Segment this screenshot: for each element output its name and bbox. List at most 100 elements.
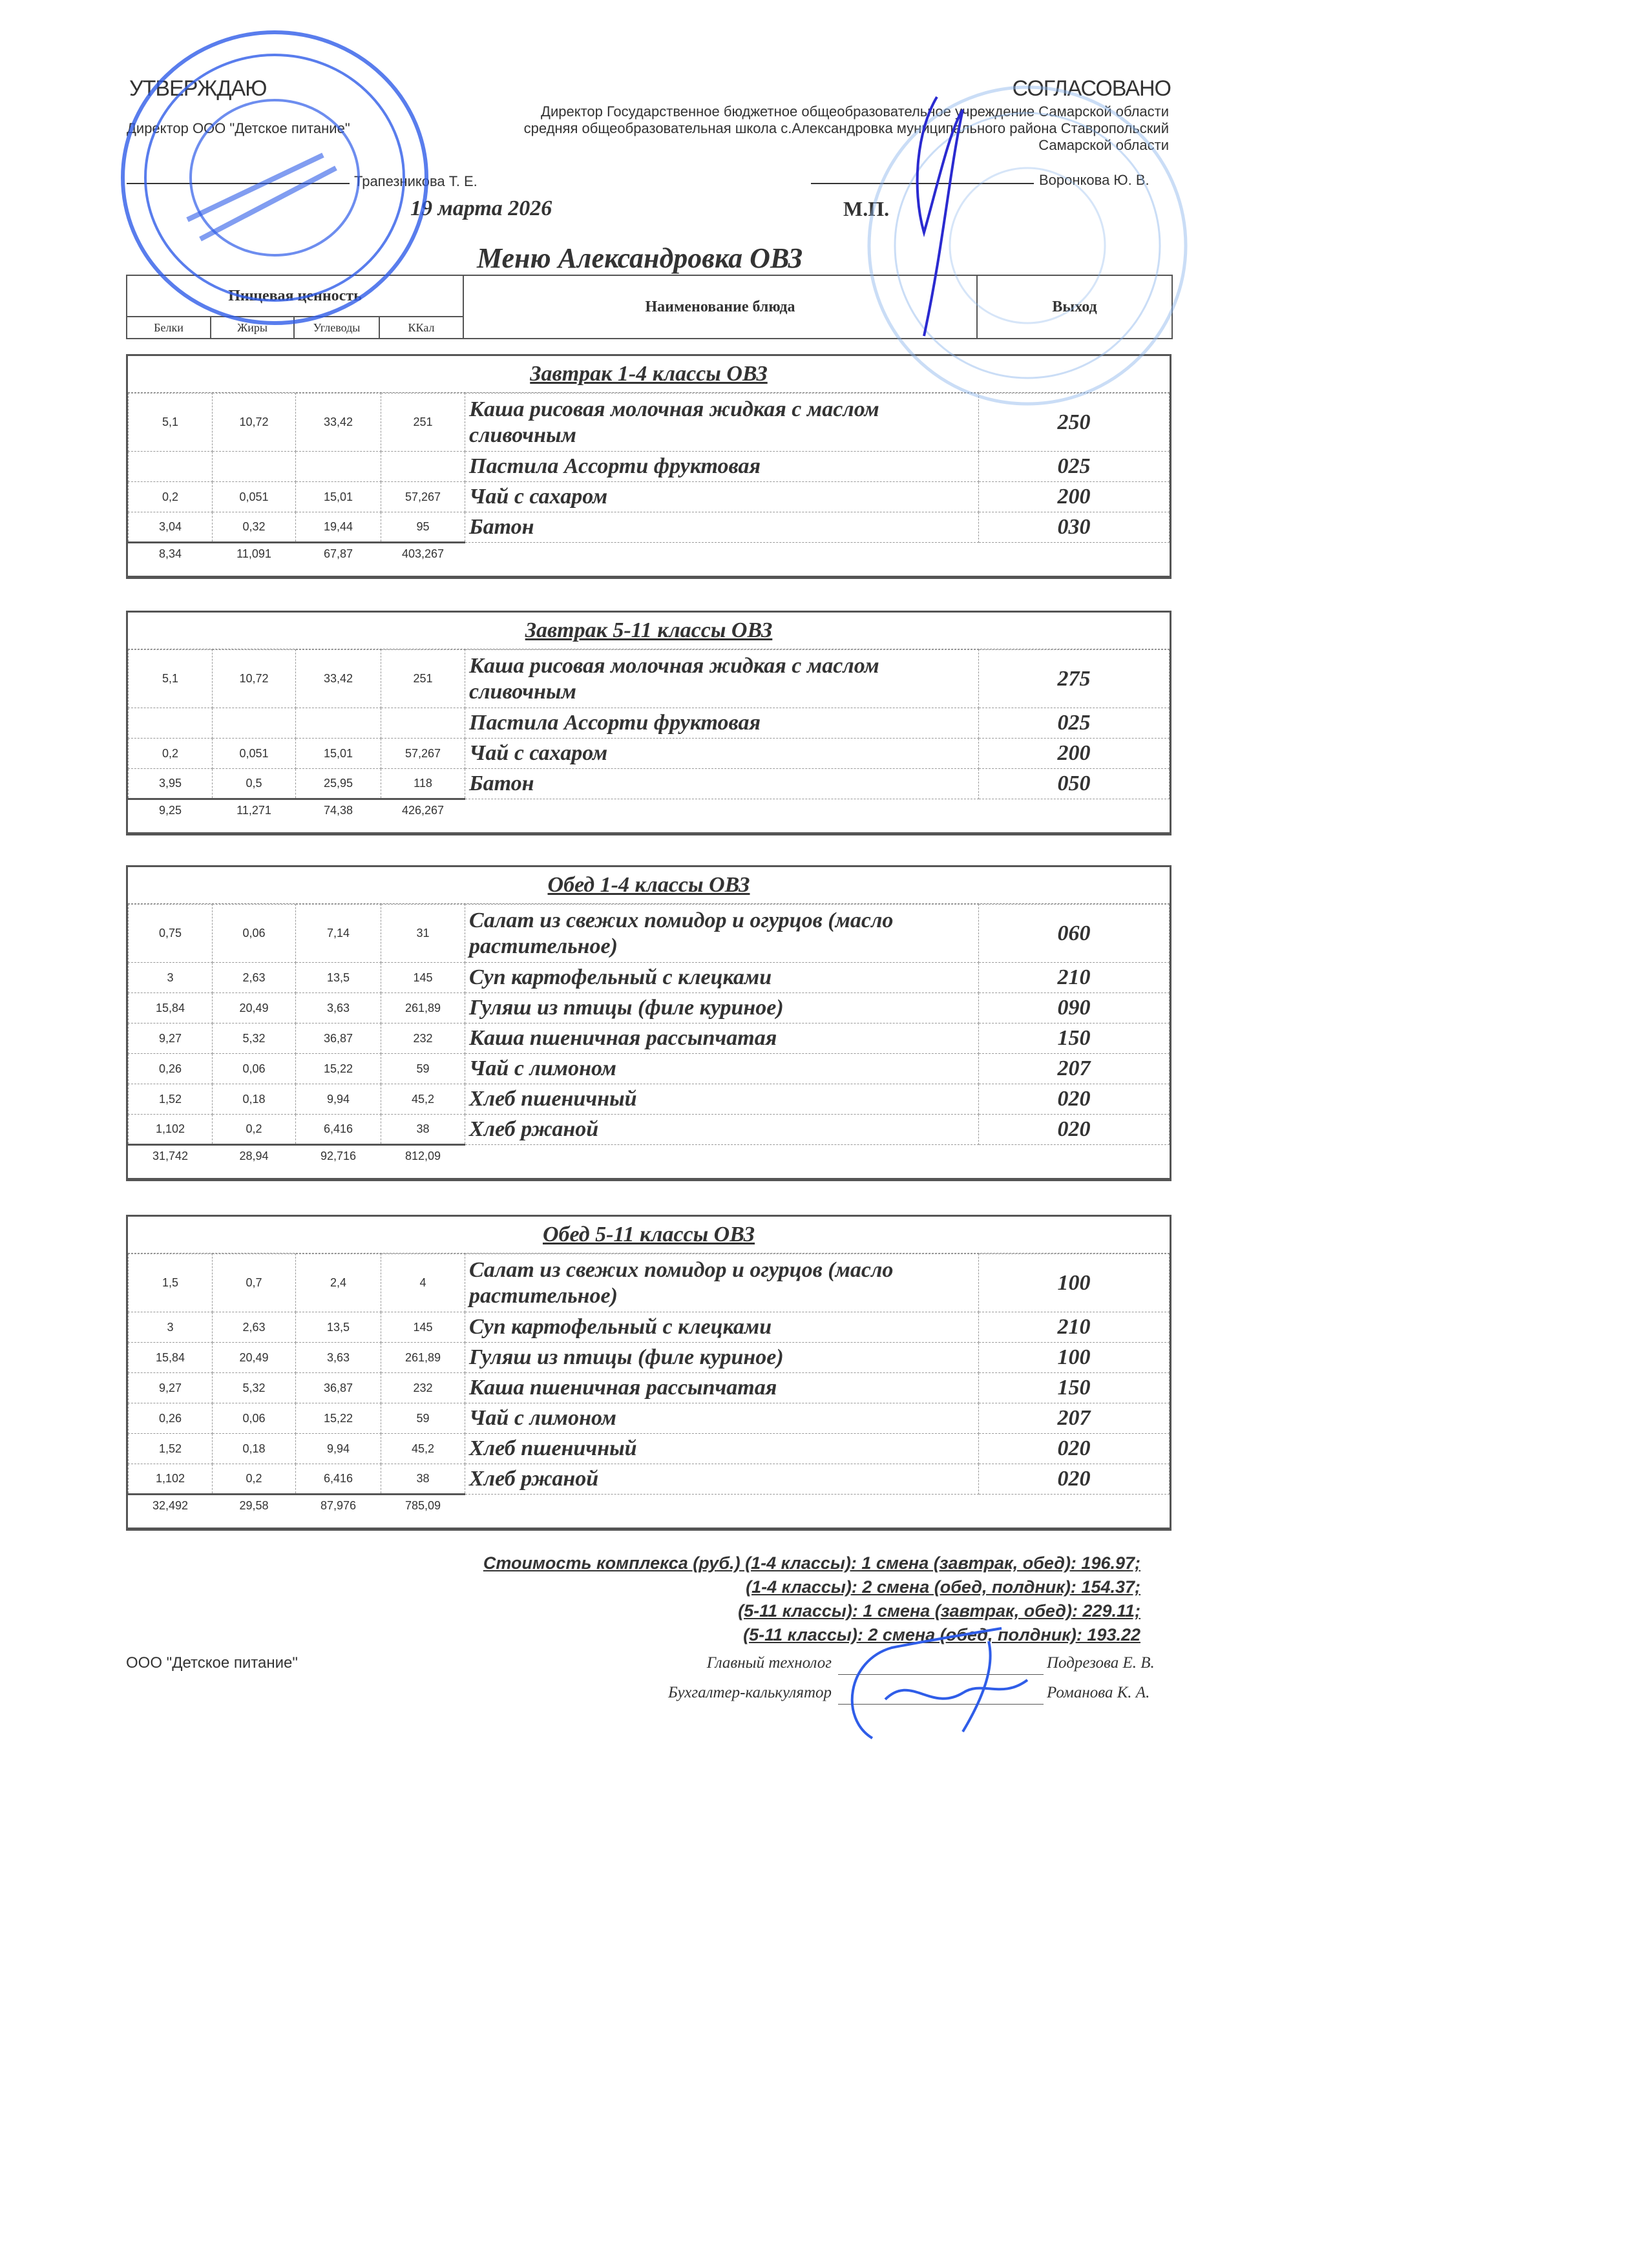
nutrient-b: 9,27 bbox=[128, 1372, 213, 1403]
total-f: 11,091 bbox=[212, 541, 296, 576]
nutrient-c: 9,94 bbox=[295, 1084, 381, 1115]
cost-line: Стоимость комплекса (руб.) (1-4 классы):… bbox=[483, 1553, 1140, 1573]
nutrient-k: 57,267 bbox=[381, 481, 465, 512]
nutrient-b: 0,26 bbox=[128, 1053, 213, 1084]
table-row: 3 2,63 13,5 145 Суп картофельный с клецками 2… bbox=[128, 1312, 1170, 1343]
dish-output: 200 bbox=[978, 481, 1170, 512]
kcal-header: ККал bbox=[379, 316, 464, 339]
nutrient-k: 261,89 bbox=[381, 1342, 465, 1373]
nutrient-c: 13,5 bbox=[295, 1312, 381, 1343]
total-b: 9,25 bbox=[128, 798, 213, 832]
dish-output: 200 bbox=[978, 738, 1170, 769]
nutrient-f: 0,2 bbox=[212, 1114, 296, 1145]
dish-output: 207 bbox=[978, 1053, 1170, 1084]
section-title: Обед 1-4 классы ОВЗ bbox=[128, 867, 1170, 904]
nutrient-f: 20,49 bbox=[212, 992, 296, 1024]
total-row: 32,492 29,58 87,976 785,09 bbox=[128, 1493, 1170, 1528]
table-row: 0,75 0,06 7,14 31 Салат из свежих помидор и … bbox=[128, 904, 1170, 963]
dish-output: 050 bbox=[978, 768, 1170, 799]
dish-name: Суп картофельный с клецками bbox=[465, 962, 979, 993]
dish-output: 025 bbox=[978, 451, 1170, 482]
nutrient-f: 20,49 bbox=[212, 1342, 296, 1373]
nutrient-f: 0,32 bbox=[212, 512, 296, 543]
approve-date: 19 марта 2026 bbox=[410, 196, 552, 220]
dish-name: Каша рисовая молочная жидкая с маслом сл… bbox=[465, 649, 979, 708]
total-b: 31,742 bbox=[128, 1144, 213, 1178]
nutrient-b bbox=[128, 451, 213, 482]
dish-name: Салат из свежих помидор и огурцов (масло… bbox=[465, 1254, 979, 1312]
nutrient-k: 45,2 bbox=[381, 1084, 465, 1115]
nutrient-c: 15,22 bbox=[295, 1403, 381, 1434]
dish-name: Суп картофельный с клецками bbox=[465, 1312, 979, 1343]
dish-name: Каша пшеничная рассыпчатая bbox=[465, 1372, 979, 1403]
dish-header: Наименование блюда bbox=[463, 275, 978, 339]
signer-role: Бухгалтер-калькулятор bbox=[668, 1684, 832, 1701]
nutrient-k: 145 bbox=[381, 962, 465, 993]
nutrient-k: 118 bbox=[381, 768, 465, 799]
menu-section: Обед 1-4 классы ОВЗ 0,75 0,06 7,14 31 Салат и… bbox=[126, 865, 1171, 1181]
nutrient-c bbox=[295, 708, 381, 739]
nutrient-k: 251 bbox=[381, 649, 465, 708]
nutrient-k bbox=[381, 451, 465, 482]
total-b: 8,34 bbox=[128, 541, 213, 576]
dish-name: Чай с лимоном bbox=[465, 1053, 979, 1084]
header-table: Пищевая ценность Наименование блюда Выхо… bbox=[126, 275, 1173, 339]
nutrient-f: 0,7 bbox=[212, 1254, 296, 1312]
table-row: 1,52 0,18 9,94 45,2 Хлеб пшеничный 020 bbox=[128, 1433, 1170, 1464]
signer-name: Романова К. А. bbox=[1047, 1684, 1150, 1701]
nutrient-f: 0,18 bbox=[212, 1433, 296, 1464]
section-table: 5,1 10,72 33,42 251 Каша рисовая молочная жи… bbox=[128, 649, 1170, 832]
table-row: 5,1 10,72 33,42 251 Каша рисовая молочная жи… bbox=[128, 393, 1170, 452]
stamp-mark: М.П. bbox=[843, 197, 890, 220]
signature-line bbox=[838, 1674, 1044, 1675]
nutrient-c: 6,416 bbox=[295, 1464, 381, 1495]
dish-name: Гуляш из птицы (филе куриное) bbox=[465, 1342, 979, 1373]
total-row: 8,34 11,091 67,87 403,267 bbox=[128, 541, 1170, 576]
nutrient-f: 10,72 bbox=[212, 649, 296, 708]
approve-role: Директор ООО "Детское питание" bbox=[127, 120, 350, 136]
signature-line bbox=[838, 1704, 1044, 1705]
total-f: 28,94 bbox=[212, 1144, 296, 1178]
nutrient-f: 0,051 bbox=[212, 481, 296, 512]
nutrient-k: 232 bbox=[381, 1023, 465, 1054]
total-k: 785,09 bbox=[381, 1493, 465, 1528]
nutrient-b: 1,52 bbox=[128, 1433, 213, 1464]
dish-output: 060 bbox=[978, 904, 1170, 963]
table-row: 0,26 0,06 15,22 59 Чай с лимоном 207 bbox=[128, 1053, 1170, 1084]
nutrient-k: 38 bbox=[381, 1114, 465, 1145]
dish-output: 210 bbox=[978, 1312, 1170, 1343]
dish-name: Хлеб пшеничный bbox=[465, 1433, 979, 1464]
table-row: Пастила Ассорти фруктовая 025 bbox=[128, 708, 1170, 739]
signer-role: Главный технолог bbox=[706, 1654, 832, 1672]
nutrient-c: 2,4 bbox=[295, 1254, 381, 1312]
nutrient-k bbox=[381, 708, 465, 739]
nutrient-k: 232 bbox=[381, 1372, 465, 1403]
nutrient-k: 251 bbox=[381, 393, 465, 452]
section-title: Обед 5-11 классы ОВЗ bbox=[128, 1217, 1170, 1254]
dish-output: 150 bbox=[978, 1023, 1170, 1054]
dish-name: Хлеб ржаной bbox=[465, 1114, 979, 1145]
nutrient-k: 31 bbox=[381, 904, 465, 963]
nutrient-k: 45,2 bbox=[381, 1433, 465, 1464]
approve-title: УТВЕРЖДАЮ bbox=[129, 76, 267, 101]
nutrient-c: 3,63 bbox=[295, 992, 381, 1024]
nutrient-c: 15,01 bbox=[295, 481, 381, 512]
nutrient-k: 95 bbox=[381, 512, 465, 543]
dish-name: Гуляш из птицы (филе куриное) bbox=[465, 992, 979, 1024]
nutrient-c: 13,5 bbox=[295, 962, 381, 993]
nutrient-k: 38 bbox=[381, 1464, 465, 1495]
dish-name: Чай с лимоном bbox=[465, 1403, 979, 1434]
nutrient-b: 0,2 bbox=[128, 738, 213, 769]
dish-output: 020 bbox=[978, 1114, 1170, 1145]
total-c: 92,716 bbox=[295, 1144, 381, 1178]
nutrient-c bbox=[295, 451, 381, 482]
dish-output: 020 bbox=[978, 1433, 1170, 1464]
protein-header: Белки bbox=[126, 316, 211, 339]
nutrient-b: 0,2 bbox=[128, 481, 213, 512]
dish-name: Салат из свежих помидор и огурцов (масло… bbox=[465, 904, 979, 963]
nutrient-f: 0,18 bbox=[212, 1084, 296, 1115]
nutrient-c: 6,416 bbox=[295, 1114, 381, 1145]
dish-name: Чай с сахаром bbox=[465, 738, 979, 769]
carbs-header: Углеводы bbox=[293, 316, 380, 339]
signature-line bbox=[127, 183, 350, 184]
